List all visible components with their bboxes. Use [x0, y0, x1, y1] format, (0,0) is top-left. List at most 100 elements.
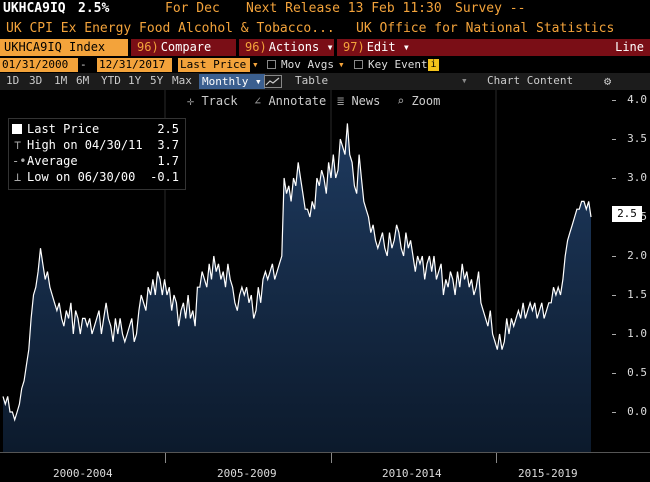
- survey: Survey --: [455, 1, 526, 16]
- security-title: UK CPI Ex Energy Food Alcohol & Tobacco.…: [6, 21, 335, 36]
- period-max[interactable]: Max: [172, 74, 192, 87]
- compare-button[interactable]: 96) Compare: [131, 39, 236, 56]
- y-tick-label: 0.5: [627, 366, 647, 379]
- period-1m[interactable]: 1M: [54, 74, 68, 87]
- chart-content-button[interactable]: Chart Content: [487, 74, 574, 87]
- start-date-field[interactable]: 01/31/2000: [0, 58, 78, 72]
- header-bar: UKHCA9IQ 2.5% For Dec Next Release 13 Fe…: [0, 0, 650, 19]
- legend-average-label: Average: [27, 154, 78, 168]
- series-line: [2, 123, 592, 422]
- chart-plot[interactable]: [0, 90, 612, 452]
- gear-icon[interactable]: ⚙: [604, 74, 612, 88]
- end-date-field[interactable]: 12/31/2017: [97, 58, 172, 72]
- high-marker-icon: ⊤: [14, 138, 22, 152]
- y-tick-mark: [612, 100, 616, 101]
- period-3d[interactable]: 3D: [29, 74, 43, 87]
- edit-button[interactable]: 97) Edit ▾: [337, 39, 569, 56]
- y-tick-label: 2.0: [627, 249, 647, 262]
- frequency-select[interactable]: Monthly ▾: [199, 74, 265, 89]
- low-marker-icon: ⊥: [14, 170, 22, 184]
- last-price-badge: 2.5: [612, 206, 642, 222]
- legend-last-price-label: Last Price: [27, 122, 100, 136]
- source-label: UK Office for National Statistics: [356, 21, 615, 36]
- subheader-bar: UK CPI Ex Energy Food Alcohol & Tobacco.…: [0, 19, 650, 38]
- ticker-field[interactable]: UKHCA9IQ Index: [0, 39, 128, 56]
- x-tick-label: 2015-2019: [518, 467, 578, 480]
- chart-type-button[interactable]: Line Chart: [569, 39, 650, 71]
- x-tick-label: 2010-2014: [382, 467, 442, 480]
- mov-avgs-checkbox[interactable]: [267, 60, 276, 69]
- period-5y[interactable]: 5Y: [150, 74, 164, 87]
- for-label: For Dec: [165, 1, 220, 16]
- ticker-label: UKHCA9IQ: [3, 1, 66, 16]
- settings-dropdown-icon[interactable]: ▾: [461, 74, 468, 87]
- y-tick-mark: [612, 373, 616, 374]
- y-tick-label: 1.5: [627, 288, 647, 301]
- legend-low: ⊥ Low on 06/30/00 -0.1: [9, 170, 185, 185]
- legend-high: ⊤ High on 04/30/11 3.7: [9, 138, 185, 153]
- track-tool[interactable]: ✛ Track: [187, 93, 238, 109]
- legend-average: -•- Average 1.7: [9, 154, 185, 169]
- news-icon: ≣: [337, 94, 352, 108]
- info-icon[interactable]: i: [428, 59, 439, 71]
- crosshair-icon: ✛: [187, 94, 202, 108]
- y-tick-mark: [612, 256, 616, 257]
- legend-low-label: Low on 06/30/00: [27, 170, 136, 184]
- zoom-tool[interactable]: ⌕ Zoom: [397, 93, 440, 109]
- y-tick-mark: [612, 139, 616, 140]
- y-tick-mark: [612, 178, 616, 179]
- actions-label: Actions ▾: [268, 40, 334, 54]
- y-tick-label: 0.0: [627, 405, 647, 418]
- period-1y[interactable]: 1Y: [128, 74, 142, 87]
- legend-average-value: 1.7: [157, 154, 179, 168]
- pencil-icon: ∠: [254, 94, 269, 108]
- legend-last-price: Last Price 2.5: [9, 122, 185, 137]
- x-tick-label: 2000-2004: [53, 467, 113, 480]
- period-6m[interactable]: 6M: [76, 74, 90, 87]
- mov-avgs-dropdown-icon[interactable]: ▾: [338, 58, 345, 71]
- chart-view-icon[interactable]: [264, 75, 282, 88]
- series-area: [3, 123, 591, 452]
- x-tick-mark: [165, 453, 166, 463]
- legend-high-value: 3.7: [157, 138, 179, 152]
- compare-num: 96): [137, 40, 159, 54]
- field-select[interactable]: Last Price: [178, 58, 250, 72]
- table-button[interactable]: Table: [295, 74, 329, 87]
- edit-label: Edit ▾: [366, 40, 411, 54]
- edit-num: 97): [343, 40, 365, 54]
- y-tick-label: 3.0: [627, 171, 647, 184]
- y-tick-mark: [612, 412, 616, 413]
- news-tool[interactable]: ≣ News: [337, 93, 380, 109]
- legend[interactable]: Last Price 2.5 ⊤ High on 04/30/11 3.7 -•…: [8, 118, 186, 190]
- annotate-tool[interactable]: ∠ Annotate: [254, 93, 326, 109]
- x-axis: 2000-2004 2005-2009 2010-2014 2015-2019: [0, 452, 650, 482]
- y-tick-label: 3.5: [627, 132, 647, 145]
- field-dropdown-icon[interactable]: ▾: [252, 58, 259, 71]
- x-tick-mark: [331, 453, 332, 463]
- mov-avgs-label: Mov Avgs: [281, 58, 334, 71]
- x-tick-label: 2005-2009: [217, 467, 277, 480]
- last-value: 2.5%: [78, 1, 110, 16]
- zoom-label: Zoom: [411, 94, 441, 108]
- magnifier-icon: ⌕: [397, 94, 412, 108]
- range-dash: -: [80, 58, 87, 71]
- compare-label: Compare: [160, 40, 212, 54]
- legend-low-value: -0.1: [150, 170, 179, 184]
- key-events-checkbox[interactable]: [354, 60, 363, 69]
- y-axis: 4.0 3.5 3.0 2.5 2.0 1.5 1.0 0.5 0.0: [612, 90, 650, 452]
- actions-button[interactable]: 96) Actions ▾: [239, 39, 334, 56]
- period-bar: [0, 73, 650, 90]
- key-events-label: Key Events: [368, 58, 435, 71]
- period-1d[interactable]: 1D: [6, 74, 20, 87]
- legend-high-label: High on 04/30/11: [27, 138, 143, 152]
- news-label: News: [351, 94, 381, 108]
- legend-last-price-value: 2.5: [157, 122, 179, 136]
- period-ytd[interactable]: YTD: [101, 74, 121, 87]
- average-marker-icon: -•-: [12, 154, 34, 168]
- y-tick-mark: [612, 334, 616, 335]
- y-tick-label: 4.0: [627, 93, 647, 106]
- next-release: Next Release 13 Feb 11:30: [246, 1, 442, 16]
- x-tick-mark: [496, 453, 497, 463]
- track-label: Track: [201, 94, 238, 108]
- y-tick-mark: [612, 295, 616, 296]
